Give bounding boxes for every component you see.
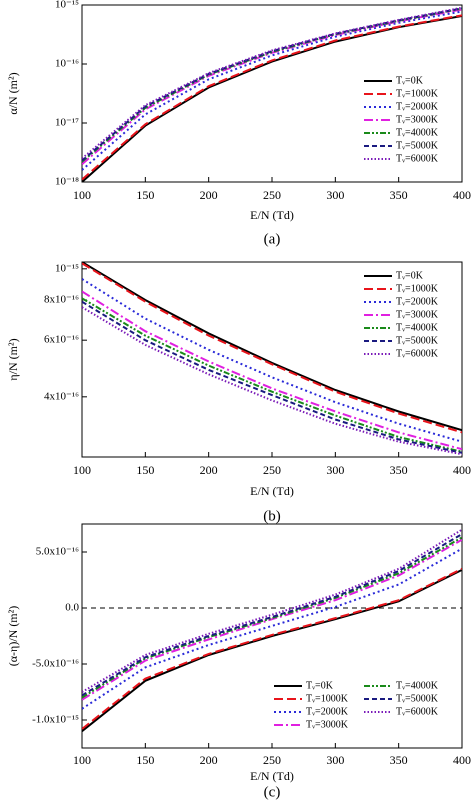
x-tick-label: 400: [453, 753, 471, 767]
y-axis-label: (α-η)/N (m²): [6, 606, 20, 666]
y-tick-label: 0.0: [65, 602, 79, 614]
legend-label: Tᵥ=5000K: [396, 140, 439, 151]
legend-label: Tᵥ=3000K: [396, 309, 439, 320]
series-line: [82, 567, 462, 730]
caption: (c): [264, 784, 281, 800]
y-tick-label: -1.0x10⁻¹⁵: [32, 714, 79, 726]
series-line: [82, 290, 462, 451]
series-line: [82, 297, 462, 453]
x-axis-label: E/N (Td): [250, 769, 294, 783]
caption: (a): [264, 231, 281, 247]
y-axis-label: α/N (m²): [6, 72, 20, 114]
y-tick-label: -5.0x10⁻¹⁶: [32, 658, 79, 670]
legend-label: Tᵥ=0K: [306, 680, 334, 691]
x-tick-label: 200: [200, 753, 218, 767]
legend-label: Tᵥ=5000K: [396, 693, 439, 704]
series-line: [82, 306, 462, 456]
x-tick-label: 350: [390, 463, 408, 477]
legend-label: Tᵥ=3000K: [306, 719, 349, 730]
y-axis-label: η/N (m²): [6, 338, 20, 380]
series-line: [82, 262, 462, 432]
y-tick-label: 4x10⁻¹⁶: [44, 390, 79, 402]
legend-label: Tᵥ=2000K: [396, 101, 439, 112]
x-axis-label: E/N (Td): [250, 484, 294, 498]
y-tick-label: 6x10⁻¹⁶: [44, 334, 79, 346]
y-tick-label: 10⁻¹⁶: [55, 58, 79, 70]
x-tick-label: 250: [263, 188, 281, 202]
legend-label: Tᵥ=1000K: [396, 88, 439, 99]
x-tick-label: 150: [136, 188, 154, 202]
y-tick-label: 10⁻¹⁵: [55, 262, 79, 274]
caption: (b): [263, 508, 281, 524]
y-tick-label: 10⁻¹⁷: [55, 117, 79, 129]
series-line: [82, 569, 462, 732]
x-tick-label: 300: [326, 463, 344, 477]
legend-label: Tᵥ=5000K: [396, 335, 439, 346]
legend-label: Tᵥ=1000K: [306, 693, 349, 704]
series-line: [82, 300, 462, 454]
series-line: [82, 547, 462, 710]
series-line: [82, 262, 462, 434]
x-tick-label: 100: [73, 188, 91, 202]
y-tick-label: 10⁻¹⁵: [55, 0, 79, 11]
series-line: [82, 6, 462, 160]
x-tick-label: 400: [453, 463, 471, 477]
legend-label: Tᵥ=6000K: [396, 706, 439, 717]
x-tick-label: 150: [136, 753, 154, 767]
x-tick-label: 200: [200, 463, 218, 477]
x-tick-label: 150: [136, 463, 154, 477]
x-tick-label: 350: [390, 753, 408, 767]
y-tick-label: 8x10⁻¹⁶: [44, 294, 79, 306]
series-line: [82, 538, 462, 701]
legend-label: Tᵥ=2000K: [306, 706, 349, 717]
series-line: [82, 528, 462, 693]
x-tick-label: 250: [263, 753, 281, 767]
legend-label: Tᵥ=6000K: [396, 348, 439, 359]
legend-label: Tᵥ=4000K: [396, 680, 439, 691]
y-tick-label: 10⁻¹⁸: [55, 176, 79, 188]
x-tick-label: 300: [326, 753, 344, 767]
legend-label: Tᵥ=1000K: [396, 283, 439, 294]
legend-label: Tᵥ=0K: [396, 75, 424, 86]
x-tick-label: 300: [326, 188, 344, 202]
series-line: [82, 10, 462, 171]
y-tick-label: 5.0x10⁻¹⁶: [36, 546, 79, 558]
legend-label: Tᵥ=2000K: [396, 296, 439, 307]
legend-label: Tᵥ=4000K: [396, 127, 439, 138]
series-line: [82, 14, 462, 181]
x-tick-label: 400: [453, 188, 471, 202]
legend-label: Tᵥ=4000K: [396, 322, 439, 333]
x-tick-label: 100: [73, 463, 91, 477]
series-line: [82, 533, 462, 697]
x-tick-label: 100: [73, 753, 91, 767]
legend-label: Tᵥ=0K: [396, 270, 424, 281]
x-tick-label: 200: [200, 188, 218, 202]
series-line: [82, 536, 462, 699]
legend-label: Tᵥ=3000K: [396, 114, 439, 125]
x-tick-label: 350: [390, 188, 408, 202]
x-tick-label: 250: [263, 463, 281, 477]
legend-label: Tᵥ=6000K: [396, 153, 439, 164]
x-axis-label: E/N (Td): [250, 208, 294, 222]
